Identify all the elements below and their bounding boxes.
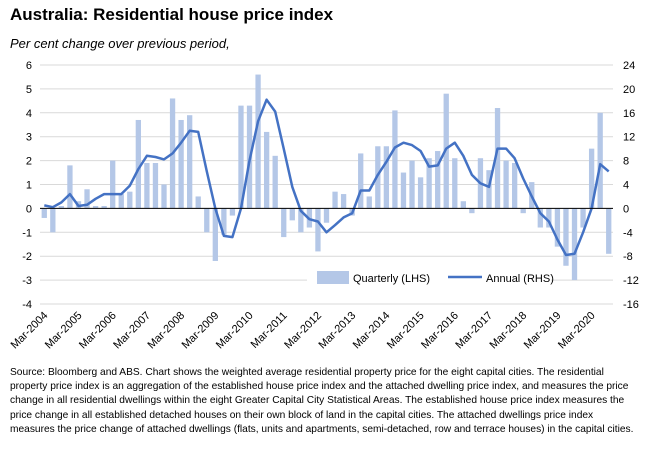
quarterly-bar xyxy=(110,160,116,209)
quarterly-bar xyxy=(298,208,304,233)
quarterly-bar xyxy=(152,162,159,209)
quarterly-bar xyxy=(58,206,65,209)
right-tick-label: -16 xyxy=(623,299,639,311)
right-tick-label: 8 xyxy=(623,156,629,168)
quarterly-bar xyxy=(50,208,56,233)
quarterly-bar xyxy=(460,201,466,209)
legend: Quarterly (LHS) Annual (RHS) xyxy=(307,260,554,294)
left-tick-label: -4 xyxy=(22,299,32,311)
quarterly-bar xyxy=(417,177,424,209)
chart-title: Australia: Residential house price index xyxy=(10,5,334,24)
quarterly-bar xyxy=(452,158,458,209)
quarterly-bar xyxy=(435,151,441,209)
quarterly-bar xyxy=(409,160,415,209)
quarterly-bar xyxy=(426,158,432,209)
annual-line xyxy=(44,98,610,257)
quarterly-bar xyxy=(315,208,321,252)
right-tick-label: -4 xyxy=(623,227,633,239)
quarterly-bar xyxy=(606,208,612,254)
x-axis-ticks: Mar-2004Mar-2005Mar-2006Mar-2007Mar-2008… xyxy=(9,310,598,352)
quarterly-bar xyxy=(221,208,227,235)
right-tick-label: 12 xyxy=(623,132,635,144)
quarterly-bar xyxy=(263,131,270,209)
right-tick-label: -8 xyxy=(623,251,633,263)
quarterly-bar xyxy=(187,115,193,209)
quarterly-bar xyxy=(494,108,501,209)
quarterly-bar xyxy=(392,110,398,209)
left-tick-label: -2 xyxy=(22,251,32,263)
quarterly-bar xyxy=(212,208,218,261)
left-tick-label: 3 xyxy=(26,132,32,144)
quarterly-bar xyxy=(178,119,184,209)
right-tick-label: 20 xyxy=(623,84,635,96)
quarterly-bar xyxy=(281,208,287,238)
quarterly-bar xyxy=(563,208,569,266)
legend-quarterly-label: Quarterly (LHS) xyxy=(353,273,430,285)
left-axis-ticks: 6 5 4 3 2 1 0 -1 -2 -3 -4 xyxy=(22,60,32,311)
chart-svg: 6 5 4 3 2 1 0 -1 -2 -3 -4 24 20 16 12 8 4 0 -4 -8 -12 -16 Ma… xyxy=(9,60,639,352)
quarterly-bar xyxy=(289,208,295,221)
quarterly-bar xyxy=(400,172,407,209)
quarterly-bar xyxy=(67,165,73,209)
quarterly-bar xyxy=(229,208,236,216)
left-tick-label: 6 xyxy=(26,60,32,72)
quarterly-bar xyxy=(340,194,347,209)
quarterly-bars xyxy=(41,74,612,281)
quarterly-bar xyxy=(272,155,278,209)
quarterly-bar xyxy=(135,119,142,209)
left-tick-label: 1 xyxy=(26,180,32,192)
right-tick-label: 4 xyxy=(623,180,629,192)
source-note: Source: Bloomberg and ABS. Chart shows t… xyxy=(10,367,634,435)
quarterly-bar xyxy=(161,184,167,209)
quarterly-bar xyxy=(511,162,518,209)
chart-subtitle: Per cent change over previous period, xyxy=(10,36,230,51)
quarterly-bar xyxy=(332,191,338,209)
quarterly-bar xyxy=(118,194,124,209)
quarterly-bar xyxy=(127,191,133,209)
quarterly-bar xyxy=(571,208,578,281)
quarterly-bar xyxy=(323,208,330,223)
right-tick-label: -12 xyxy=(623,275,639,287)
quarterly-bar xyxy=(546,208,552,228)
right-tick-label: 24 xyxy=(623,60,635,72)
quarterly-bar xyxy=(597,112,603,209)
legend-quarterly-swatch xyxy=(317,271,349,284)
quarterly-bar xyxy=(92,206,99,209)
quarterly-bar xyxy=(255,74,261,209)
quarterly-bar xyxy=(537,208,543,228)
quarterly-bar xyxy=(580,208,586,228)
left-tick-label: -3 xyxy=(22,275,32,287)
quarterly-bar xyxy=(469,208,475,214)
quarterly-bar xyxy=(41,208,47,218)
quarterly-bar xyxy=(366,196,372,209)
quarterly-bar xyxy=(358,153,364,209)
left-tick-label: 5 xyxy=(26,84,32,96)
quarterly-bar xyxy=(101,206,107,209)
quarterly-bar xyxy=(520,208,526,214)
x-tick-label: Mar-2020 xyxy=(556,310,598,352)
right-tick-label: 0 xyxy=(623,203,629,215)
quarterly-bar xyxy=(554,208,561,247)
legend-annual-label: Annual (RHS) xyxy=(486,273,554,285)
quarterly-bar xyxy=(238,105,244,209)
quarterly-bar xyxy=(503,160,509,209)
x-tick-label: Mar-2010 xyxy=(214,310,256,352)
left-tick-label: 0 xyxy=(26,203,32,215)
quarterly-bar xyxy=(486,170,492,209)
quarterly-bar xyxy=(383,146,390,209)
left-tick-label: 4 xyxy=(26,108,32,120)
right-axis-ticks: 24 20 16 12 8 4 0 -4 -8 -12 -16 xyxy=(623,60,639,311)
right-tick-label: 16 xyxy=(623,108,635,120)
left-tick-label: 2 xyxy=(26,156,32,168)
left-tick-label: -1 xyxy=(22,227,32,239)
quarterly-bar xyxy=(195,196,201,209)
quarterly-bar xyxy=(204,208,210,233)
quarterly-bar xyxy=(144,162,150,209)
quarterly-bar xyxy=(84,189,90,209)
quarterly-bar xyxy=(588,148,595,209)
